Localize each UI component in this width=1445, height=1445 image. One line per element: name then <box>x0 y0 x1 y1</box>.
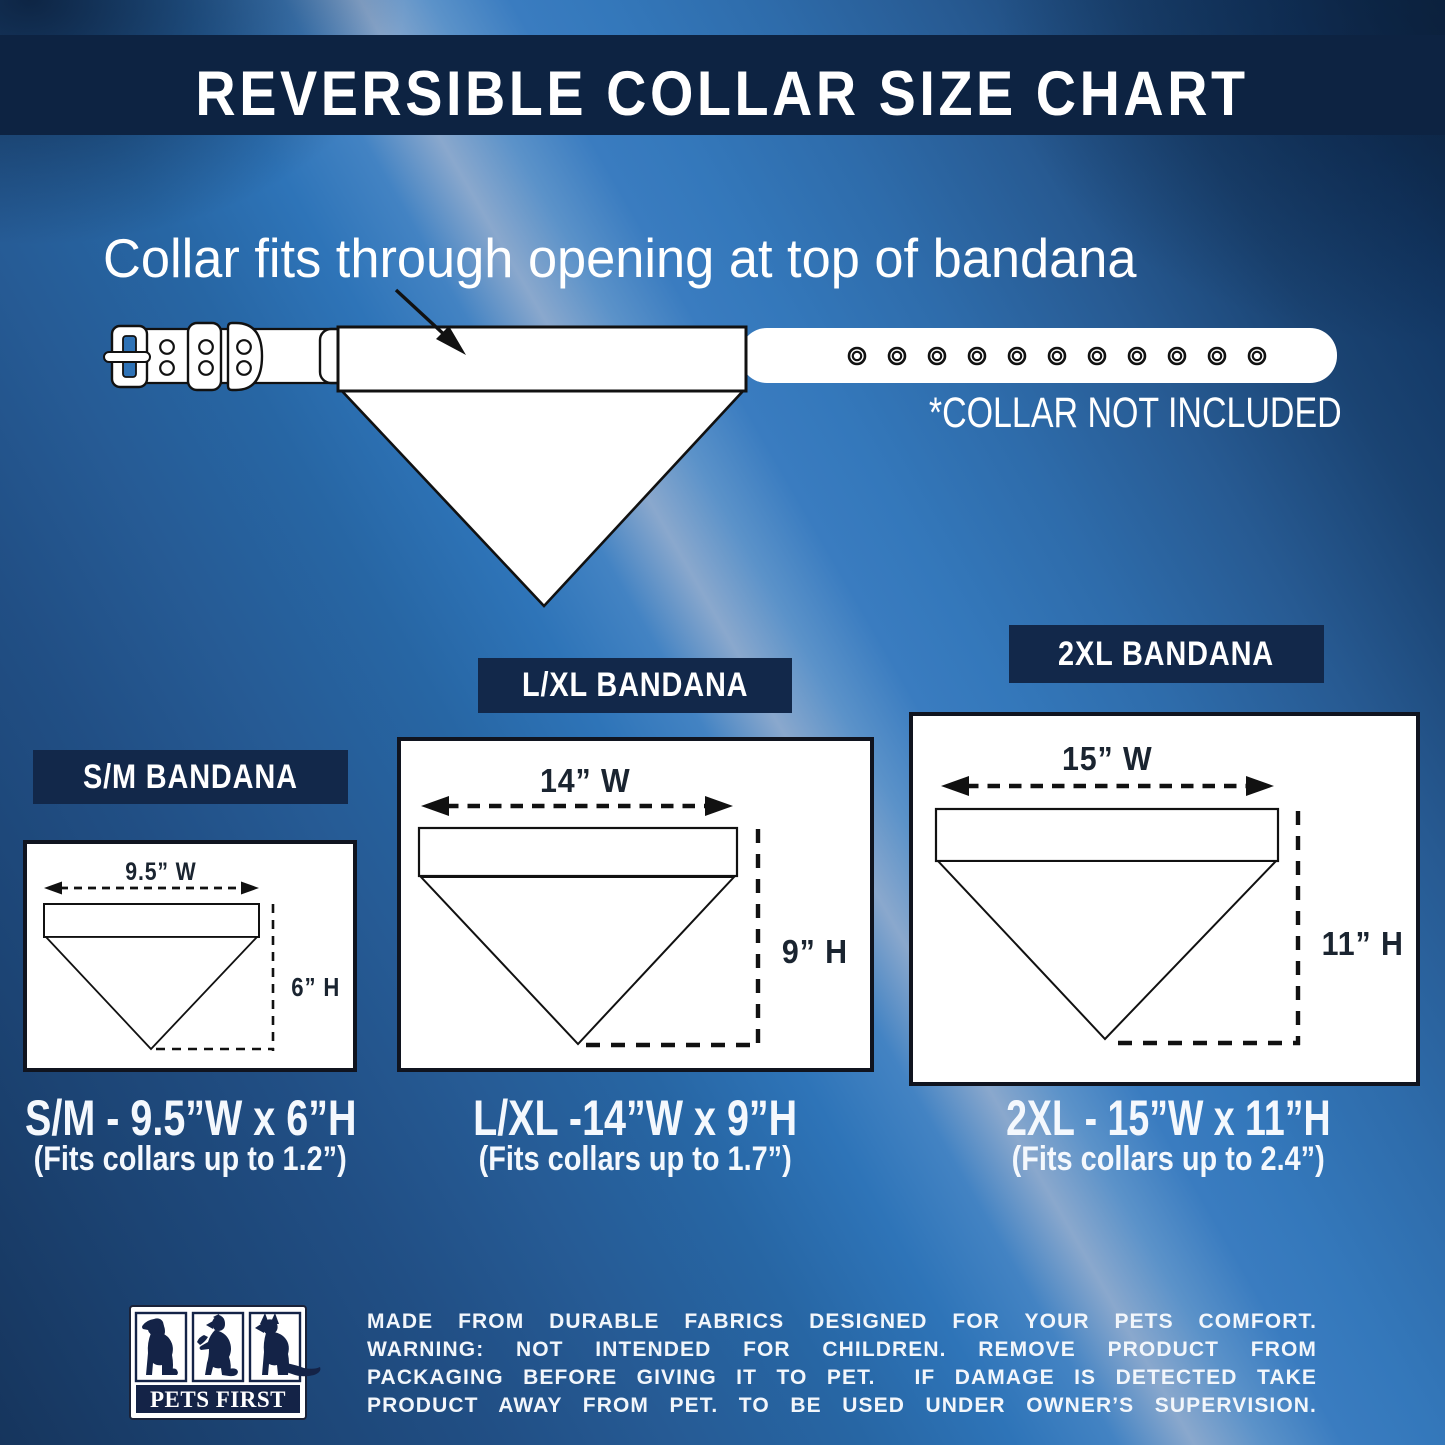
svg-text:PETS FIRST: PETS FIRST <box>150 1387 286 1412</box>
